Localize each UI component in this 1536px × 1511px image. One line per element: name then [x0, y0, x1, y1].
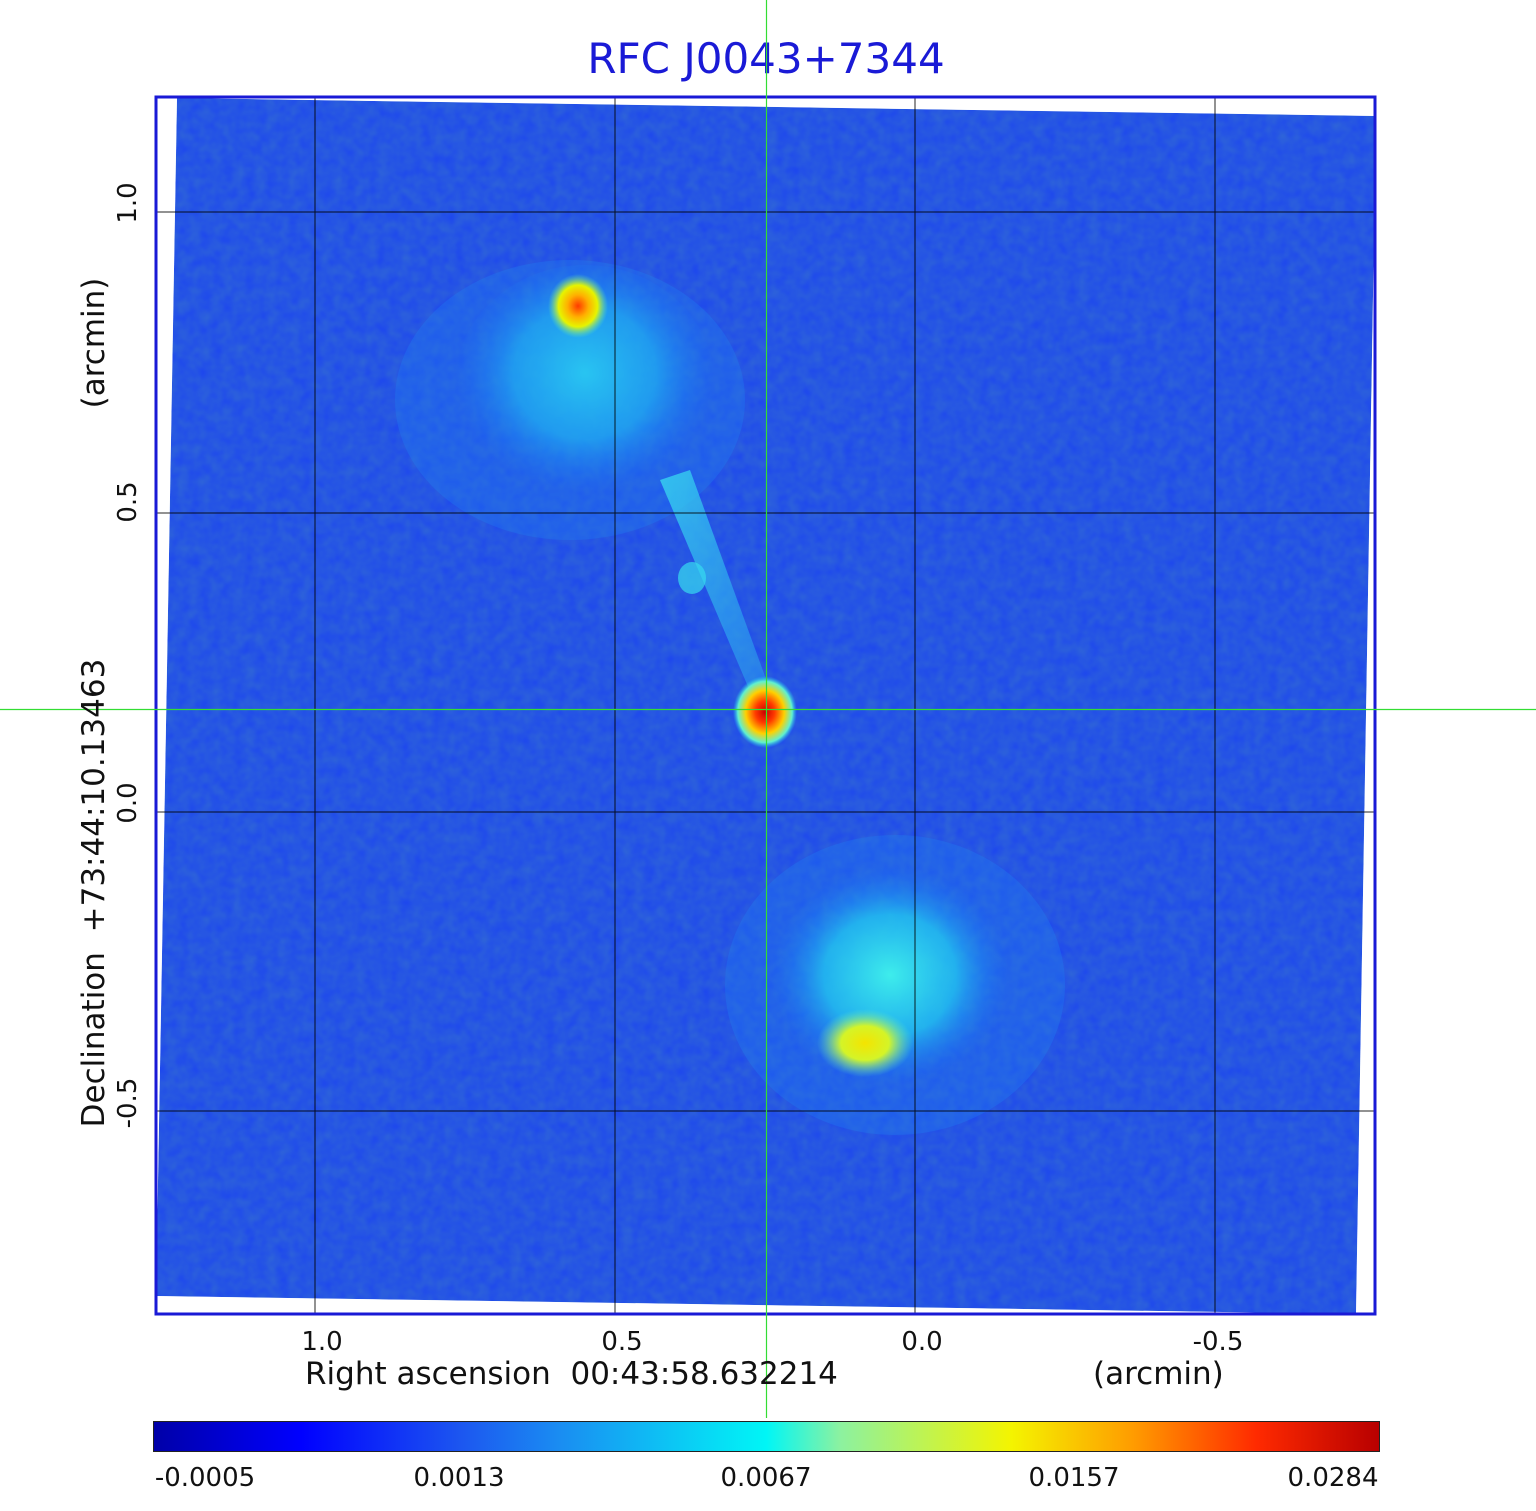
colorbar-tick-label: 0.0013 [413, 1463, 505, 1493]
y-tick-label: 1.0 [113, 182, 143, 224]
x-tick-label: -0.5 [1192, 1327, 1244, 1357]
y-tick-label: 0.5 [113, 481, 143, 523]
sky-image-plot [0, 0, 1536, 1418]
y-tick-label: 0.0 [113, 782, 143, 824]
grid [156, 97, 1375, 1314]
x-tick-label: 0.5 [601, 1327, 643, 1357]
x-axis-label: Right ascension 00:43:58.632214 [305, 1356, 838, 1392]
colorbar [153, 1421, 1380, 1452]
colorbar-tick-label: -0.0005 [154, 1463, 256, 1493]
y-axis-label: Declination +73:44:10.13463 [76, 658, 112, 1128]
x-tick-label: 1.0 [301, 1327, 343, 1357]
y-tick-label: -0.5 [113, 1077, 143, 1129]
south-hotspot [817, 1009, 913, 1077]
core-glow [733, 676, 797, 748]
north-hotspot [548, 274, 608, 338]
x-axis-unit: (arcmin) [1093, 1356, 1224, 1392]
colorbar-tick-label: 0.0067 [720, 1463, 812, 1493]
colorbar-tick-label: 0.0157 [1028, 1463, 1120, 1493]
plot-frame [154, 95, 1377, 1316]
jet [660, 470, 770, 696]
colorbar-tick-label: 0.0284 [1287, 1463, 1379, 1493]
y-axis-unit: (arcmin) [76, 277, 112, 409]
north-lobe-outer [395, 260, 745, 540]
crosshair [0, 0, 1536, 1418]
image-tile [156, 98, 1376, 1314]
x-tick-label: 0.0 [901, 1327, 943, 1357]
north-lobe [455, 265, 715, 505]
jet-knot [678, 562, 706, 594]
